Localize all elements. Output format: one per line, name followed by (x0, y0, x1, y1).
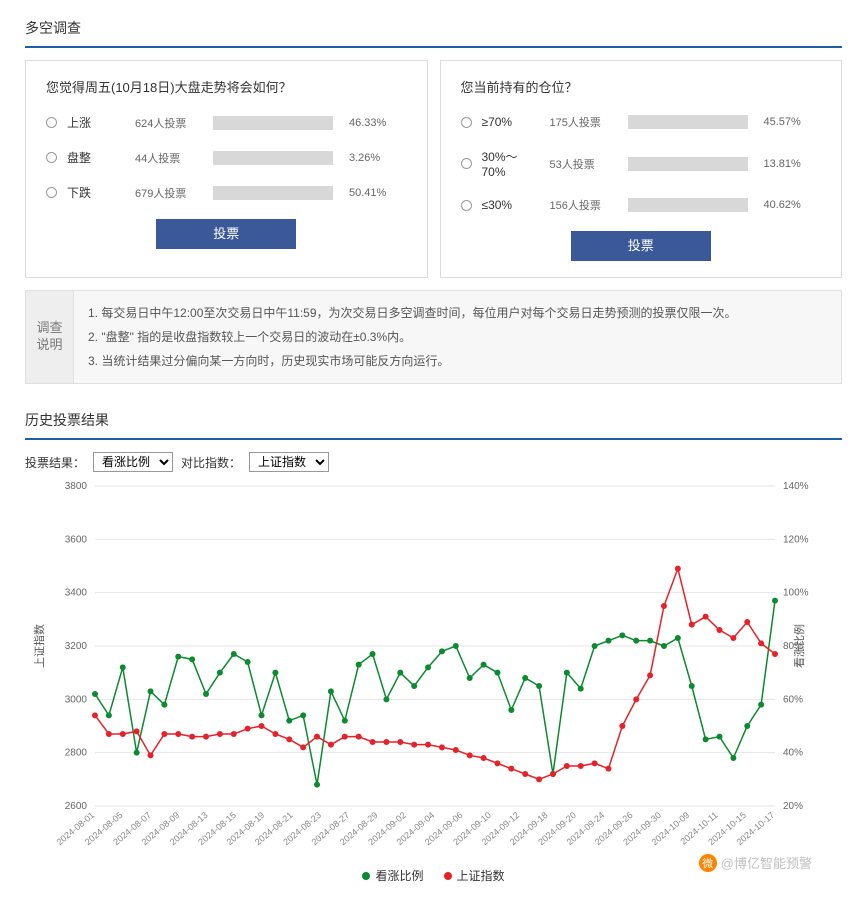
poll-trend: 您觉得周五(10月18日)大盘走势将会如何？ 上涨 624人投票 46.33% 盘整 4… (25, 60, 428, 278)
note-line: 1. 每交易日中午12:00至次交易日中午11:59，为次交易日多空调查时间，每… (88, 301, 737, 325)
radio-icon[interactable] (461, 200, 472, 211)
weibo-icon: 微 (699, 854, 717, 872)
option-bar (213, 116, 333, 130)
poll2-question: 您当前持有的仓位？ (461, 77, 822, 96)
history-controls: 投票结果： 看涨比例 对比指数： 上证指数 (25, 452, 842, 472)
history-chart: 260028003000320034003600380020%40%60%80%… (25, 476, 842, 892)
radio-icon[interactable] (46, 187, 57, 198)
svg-text:20%: 20% (783, 801, 803, 812)
option-votes: 624人投票 (135, 115, 203, 131)
watermark: 微 @博亿智能预警 (699, 853, 812, 872)
radio-icon[interactable] (461, 158, 472, 169)
svg-text:120%: 120% (783, 534, 809, 545)
note-line: 2. "盘整" 指的是收盘指数较上一个交易日的波动在±0.3%内。 (88, 325, 737, 349)
option-bar (628, 198, 748, 212)
option-pct: 45.57% (758, 116, 813, 128)
svg-text:100%: 100% (783, 588, 809, 599)
svg-text:2600: 2600 (65, 801, 88, 812)
notes-box: 调查 说明 1. 每交易日中午12:00至次交易日中午11:59，为次交易日多空… (25, 290, 842, 384)
option-bar (628, 157, 748, 171)
poll-option[interactable]: 下跌 679人投票 50.41% (46, 184, 407, 201)
label-compare-index: 对比指数： (181, 454, 241, 471)
section-title-history: 历史投票结果 (25, 402, 842, 440)
legend-item: 看涨比例 (362, 867, 423, 884)
select-vote-result[interactable]: 看涨比例 (93, 452, 173, 472)
option-pct: 13.81% (758, 158, 813, 170)
option-label: 30%～70% (482, 148, 540, 179)
option-pct: 3.26% (343, 152, 398, 164)
svg-text:3400: 3400 (65, 588, 88, 599)
option-bar (213, 151, 333, 165)
radio-icon[interactable] (461, 117, 472, 128)
polls-container: 您觉得周五(10月18日)大盘走势将会如何？ 上涨 624人投票 46.33% 盘整 4… (25, 60, 842, 278)
poll-option[interactable]: 30%～70% 53人投票 13.81% (461, 148, 822, 179)
option-votes: 44人投票 (135, 150, 203, 166)
option-bar (213, 186, 333, 200)
vote-button-poll2[interactable]: 投票 (571, 231, 711, 261)
vote-button-poll1[interactable]: 投票 (156, 219, 296, 249)
svg-text:上证指数: 上证指数 (32, 624, 46, 668)
poll-option[interactable]: 上涨 624人投票 46.33% (46, 114, 407, 131)
svg-text:看涨比例: 看涨比例 (792, 624, 806, 668)
svg-text:3000: 3000 (65, 694, 88, 705)
svg-text:40%: 40% (783, 748, 803, 759)
poll-position: 您当前持有的仓位？ ≥70% 175人投票 45.57% 30%～70% 53人投票 13… (440, 60, 843, 278)
option-votes: 175人投票 (550, 114, 618, 130)
notes-badge: 调查 说明 (26, 291, 74, 383)
notes-list: 1. 每交易日中午12:00至次交易日中午11:59，为次交易日多空调查时间，每… (74, 291, 751, 383)
option-label: 下跌 (67, 184, 125, 201)
svg-text:60%: 60% (783, 694, 803, 705)
option-label: ≥70% (482, 115, 540, 129)
option-pct: 46.33% (343, 117, 398, 129)
note-line: 3. 当统计结果过分偏向某一方向时，历史现实市场可能反方向运行。 (88, 349, 737, 373)
svg-text:140%: 140% (783, 481, 809, 492)
option-pct: 40.62% (758, 199, 813, 211)
option-label: ≤30% (482, 198, 540, 212)
legend-item: 上证指数 (444, 867, 505, 884)
option-votes: 53人投票 (550, 156, 618, 172)
option-votes: 156人投票 (550, 197, 618, 213)
svg-text:3600: 3600 (65, 534, 88, 545)
poll-option[interactable]: 盘整 44人投票 3.26% (46, 149, 407, 166)
label-vote-result: 投票结果： (25, 454, 85, 471)
option-label: 上涨 (67, 114, 125, 131)
poll-option[interactable]: ≥70% 175人投票 45.57% (461, 114, 822, 130)
option-votes: 679人投票 (135, 185, 203, 201)
section-title-survey: 多空调查 (25, 10, 842, 48)
poll1-question: 您觉得周五(10月18日)大盘走势将会如何？ (46, 77, 407, 96)
svg-text:2800: 2800 (65, 748, 88, 759)
radio-icon[interactable] (46, 117, 57, 128)
svg-text:3800: 3800 (65, 481, 88, 492)
svg-text:3200: 3200 (65, 641, 88, 652)
poll-option[interactable]: ≤30% 156人投票 40.62% (461, 197, 822, 213)
option-label: 盘整 (67, 149, 125, 166)
select-compare-index[interactable]: 上证指数 (249, 452, 329, 472)
radio-icon[interactable] (46, 152, 57, 163)
option-pct: 50.41% (343, 187, 398, 199)
option-bar (628, 115, 748, 129)
